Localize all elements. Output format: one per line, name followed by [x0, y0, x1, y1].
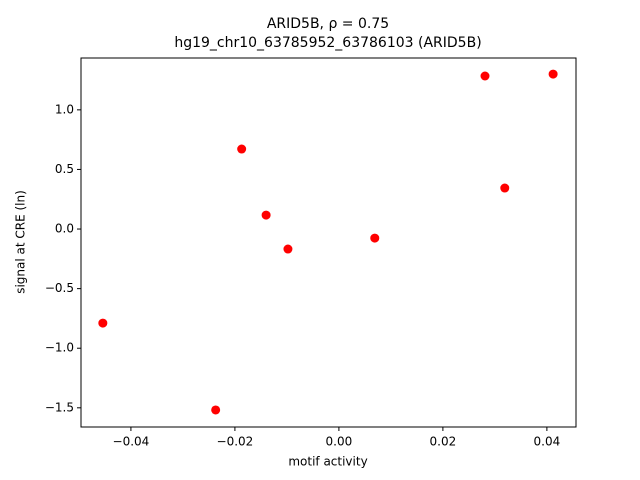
point — [211, 405, 221, 415]
x-tick-label: 0.02 — [430, 435, 457, 449]
x-tick-label: 0.00 — [326, 435, 353, 449]
y-axis-label: signal at CRE (ln) — [14, 190, 28, 294]
point — [480, 71, 490, 81]
y-tick-label: −0.5 — [45, 281, 74, 295]
point — [283, 244, 293, 254]
chart-title: ARID5B, ρ = 0.75 — [267, 16, 389, 32]
point — [370, 233, 380, 243]
x-tick-label: −0.02 — [217, 435, 254, 449]
point — [98, 318, 108, 328]
y-tick-label: 0.5 — [55, 162, 74, 176]
y-tick-label: 1.0 — [55, 102, 74, 116]
point — [500, 183, 510, 193]
axes-frame — [80, 57, 577, 428]
point — [237, 144, 247, 154]
y-tick-label: 0.0 — [55, 222, 74, 236]
point — [548, 69, 558, 79]
x-axis-label: motif activity — [288, 455, 367, 469]
y-tick-label: −1.5 — [45, 400, 74, 414]
y-tick-label: −1.0 — [45, 341, 74, 355]
chart-subtitle: hg19_chr10_63785952_63786103 (ARID5B) — [174, 35, 481, 51]
x-tick-label: 0.04 — [534, 435, 561, 449]
x-tick-label: −0.04 — [113, 435, 150, 449]
point — [261, 210, 271, 220]
